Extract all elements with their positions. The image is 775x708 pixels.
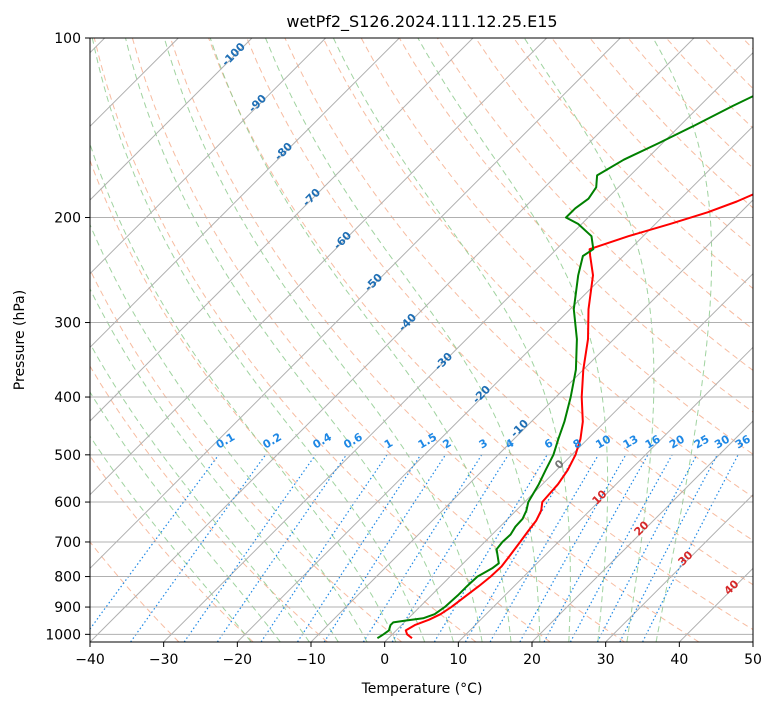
y-axis-label: Pressure (hPa) (12, 290, 28, 390)
x-tick-label: 30 (597, 652, 615, 668)
mixing-ratio-line (569, 454, 673, 642)
mixing-ratio-line (130, 454, 267, 642)
dry-adiabat (436, 38, 753, 371)
mixing-ratio-line (519, 454, 627, 642)
moist-adiabat (209, 38, 512, 642)
y-tick-label: 900 (54, 600, 81, 616)
moist-adiabat (523, 38, 655, 642)
y-tick-label: 800 (54, 570, 81, 586)
pressure-grid (90, 38, 753, 635)
dewpoint-profile-line (376, 95, 753, 640)
plot-background (90, 38, 753, 642)
y-tick-label: 200 (54, 211, 81, 227)
isotherm (90, 38, 474, 422)
isotherm (90, 38, 695, 642)
isotherm (236, 125, 753, 642)
dry-adiabat (398, 38, 753, 413)
background-lines (90, 38, 753, 642)
y-tick-label: 700 (54, 535, 81, 551)
moist-adiabat (125, 38, 454, 642)
moist-adiabat (90, 223, 368, 642)
isotherm (90, 38, 400, 349)
dry-adiabat (90, 455, 254, 642)
x-axis-ticks: −40 −30 −20 −10 0 10 20 30 40 50 (75, 642, 762, 668)
mixing-ratio-line (464, 454, 577, 642)
isotherm (90, 38, 548, 496)
moist-adiabat (265, 38, 541, 642)
isotherm (90, 38, 327, 275)
temperature-profile-line (404, 193, 753, 639)
mixing-ratio-line (183, 454, 316, 642)
moist-adiabat (332, 38, 571, 642)
x-axis-label: Temperature (°C) (361, 681, 483, 697)
mixing-ratio-line (296, 454, 422, 642)
mixing-ratio-line (90, 454, 220, 630)
moist-adiabat (652, 38, 713, 642)
x-tick-label: −20 (223, 652, 253, 668)
y-tick-label: 1000 (45, 627, 81, 643)
isotherm (752, 641, 753, 642)
plot-frame (89, 37, 754, 643)
isotherm (605, 493, 753, 642)
isotherm (457, 346, 753, 642)
y-axis-ticks: 1000 900 800 700 600 500 400 300 200 100 (45, 31, 90, 643)
dry-adiabat (246, 38, 753, 586)
isotherm (384, 272, 753, 642)
x-tick-label: 0 (380, 652, 389, 668)
y-tick-label: 100 (54, 31, 81, 47)
dry-adiabat (360, 38, 753, 455)
isotherm (310, 199, 753, 642)
mixing-ratio-line (260, 454, 388, 642)
dry-adiabat (90, 268, 403, 642)
moist-adiabat (91, 38, 426, 642)
moist-adiabat (90, 287, 339, 642)
y-tick-label: 400 (54, 390, 81, 406)
mixing-ratio-line (489, 454, 599, 642)
x-tick-label: −30 (149, 652, 179, 668)
dry-adiabat (322, 38, 753, 498)
mixing-ratio-line (323, 454, 447, 642)
dry-adiabat (90, 365, 328, 642)
x-tick-label: −40 (75, 652, 105, 668)
profiles (376, 95, 753, 640)
dry-adiabat (93, 38, 551, 642)
mixing-ratio-line (433, 454, 548, 642)
dry-adiabat (90, 159, 477, 642)
y-tick-label: 600 (54, 495, 81, 511)
moist-adiabat (90, 435, 252, 642)
dry-adiabat (170, 38, 700, 642)
x-tick-label: 50 (744, 652, 762, 668)
dry-adiabat (284, 38, 753, 542)
moist-adiabat (163, 38, 483, 642)
mixing-ratio-line (216, 454, 347, 642)
dry-adiabat (513, 38, 753, 290)
dry-adiabat (475, 38, 753, 330)
isotherm (531, 420, 753, 642)
moist-adiabat (90, 391, 281, 642)
y-tick-label: 500 (54, 448, 81, 464)
dry-adiabat (208, 38, 753, 631)
isotherm (90, 38, 621, 570)
chart-title: wetPf2_S126.2024.111.12.25.E15 (286, 12, 557, 32)
y-tick-label: 300 (54, 316, 81, 332)
isotherm (90, 38, 253, 201)
x-tick-label: 40 (670, 652, 688, 668)
x-tick-label: 10 (449, 652, 467, 668)
moist-adiabat (417, 38, 609, 642)
x-tick-label: 20 (523, 652, 541, 668)
x-tick-label: −10 (296, 652, 326, 668)
moist-adiabat (90, 342, 310, 642)
